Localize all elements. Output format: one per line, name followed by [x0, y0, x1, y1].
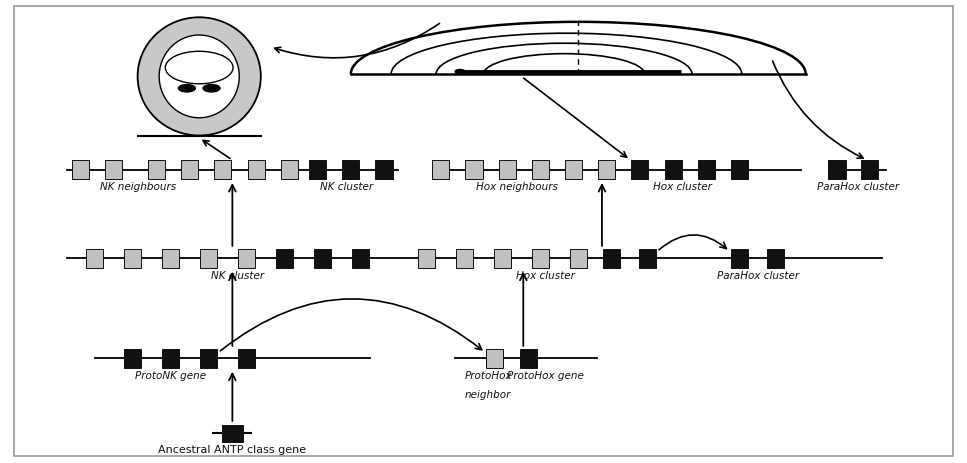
Ellipse shape — [160, 36, 239, 119]
Bar — [200, 249, 218, 268]
Text: NK neighbours: NK neighbours — [100, 181, 176, 192]
Text: ParaHox cluster: ParaHox cluster — [817, 181, 899, 192]
Bar — [499, 161, 515, 180]
Text: ParaHox cluster: ParaHox cluster — [718, 270, 800, 280]
Bar — [276, 249, 293, 268]
Bar — [432, 161, 450, 180]
Bar — [73, 161, 89, 180]
Circle shape — [178, 85, 196, 94]
Bar — [631, 161, 649, 180]
Bar — [565, 161, 582, 180]
Bar — [532, 249, 549, 268]
Bar — [519, 349, 537, 368]
Bar — [105, 161, 123, 180]
Circle shape — [454, 69, 466, 75]
Bar — [280, 161, 298, 180]
Bar — [697, 161, 715, 180]
Text: ProtoHox: ProtoHox — [464, 370, 513, 380]
Bar — [570, 249, 587, 268]
Bar — [829, 161, 845, 180]
Circle shape — [202, 85, 220, 94]
Bar — [731, 249, 747, 268]
Text: NK cluster: NK cluster — [211, 270, 264, 280]
Bar — [494, 249, 511, 268]
Bar — [238, 349, 255, 368]
Ellipse shape — [137, 18, 261, 136]
Bar — [125, 349, 141, 368]
Bar — [342, 161, 360, 180]
Bar — [418, 249, 435, 268]
Bar — [248, 161, 265, 180]
Text: neighbor: neighbor — [465, 389, 512, 399]
Text: Hox cluster: Hox cluster — [515, 270, 574, 280]
Bar — [599, 161, 615, 180]
Bar — [162, 249, 179, 268]
Bar — [352, 249, 368, 268]
Bar — [181, 161, 198, 180]
Bar — [200, 349, 218, 368]
Text: ProtoNK gene: ProtoNK gene — [135, 370, 206, 380]
Bar — [314, 249, 331, 268]
Text: ProtoHox gene: ProtoHox gene — [507, 370, 583, 380]
Bar — [238, 249, 255, 268]
Bar — [664, 161, 682, 180]
Bar — [639, 249, 656, 268]
Text: Hox neighbours: Hox neighbours — [476, 181, 558, 192]
Bar — [86, 249, 103, 268]
Bar — [465, 161, 483, 180]
Bar — [148, 161, 165, 180]
Bar — [215, 161, 231, 180]
Bar — [222, 425, 243, 442]
Bar — [767, 249, 784, 268]
Text: Ancestral ANTP class gene: Ancestral ANTP class gene — [159, 444, 307, 454]
Bar — [602, 249, 620, 268]
Bar — [486, 349, 504, 368]
Bar — [375, 161, 393, 180]
Circle shape — [165, 52, 233, 85]
Bar — [532, 161, 549, 180]
Bar — [456, 249, 473, 268]
Bar — [125, 249, 141, 268]
Bar — [731, 161, 747, 180]
Bar — [861, 161, 878, 180]
Text: Hox cluster: Hox cluster — [653, 181, 712, 192]
Text: NK cluster: NK cluster — [319, 181, 372, 192]
Bar — [162, 349, 179, 368]
Bar — [309, 161, 326, 180]
